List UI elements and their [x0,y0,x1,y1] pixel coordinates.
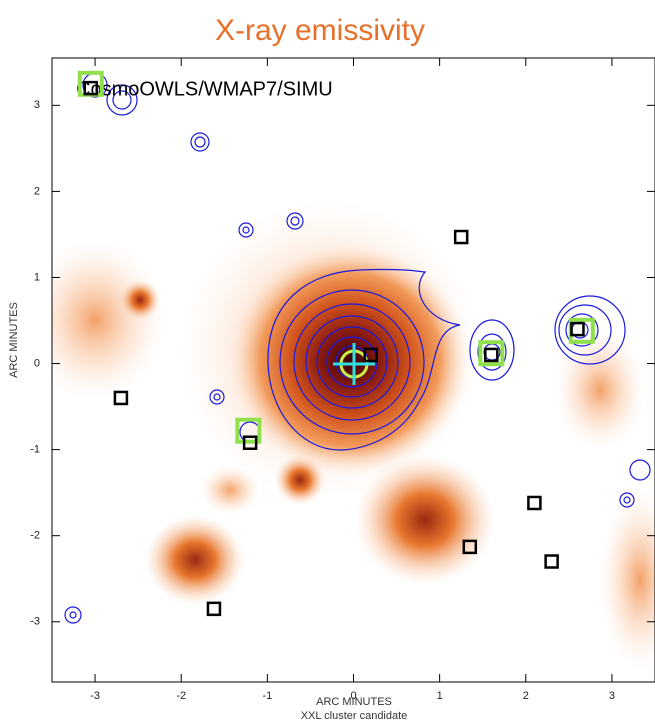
y-tick-label: 2 [34,185,40,197]
contours [64,72,651,624]
x-tick-label: 0 [350,690,356,702]
x-axis-label: ARC MINUTES [316,696,392,708]
annotation: CosmoOWLS/WMAP7/SIMU [76,78,333,100]
centroid [333,343,375,385]
cluster-core [230,245,470,475]
source-marker [544,554,559,569]
blob [355,455,495,585]
y-tick-label: 3 [34,99,40,111]
y-tick-label: -2 [30,530,40,542]
chart-title: X-ray emissivity [215,14,425,47]
emission-map [52,58,655,682]
source-marker [570,321,585,337]
subtitle: XXL cluster candidate [301,710,408,722]
y-tick-label: -3 [30,616,40,628]
x-tick-label: 2 [523,690,529,702]
x-tick-label: -2 [176,690,186,702]
candidate-marker [478,340,505,367]
halo [52,240,165,400]
blob [120,280,160,320]
source-marker [206,601,222,617]
source-marker [363,347,378,363]
x-tick-label: 1 [437,690,443,702]
y-tick-label: 1 [34,271,40,283]
source-marker [113,390,129,406]
source-marker [453,229,469,245]
source-marker [242,435,258,450]
y-axis-label: ARC MINUTES [8,302,20,378]
x-tick-label: 3 [609,690,615,702]
y-tick-label: 0 [34,357,40,369]
candidate-marker [235,417,262,444]
x-tick-label: -3 [90,690,100,702]
blob [200,465,260,515]
halo [555,330,645,450]
source-marker [484,347,499,363]
x-tick-label: -1 [262,690,272,702]
halo [600,490,655,670]
source-marker [527,495,542,511]
source-marker [462,539,478,555]
y-tick-label: -1 [30,444,40,456]
source-marker [83,80,99,96]
blob [145,515,245,605]
